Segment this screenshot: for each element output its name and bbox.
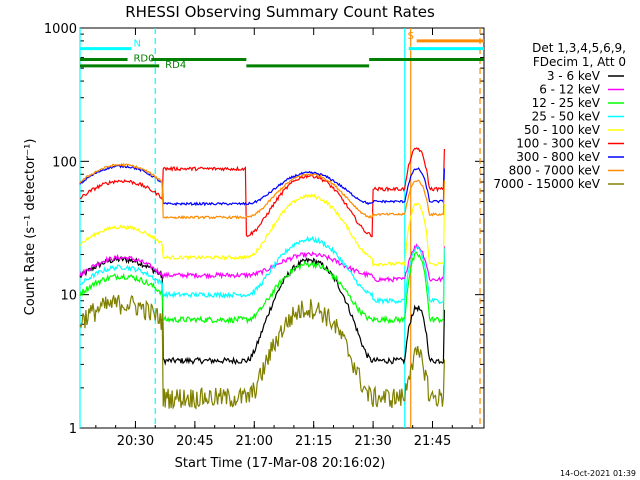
legend-entry-label: 25 - 50 keV: [532, 110, 601, 124]
chart-title: RHESSI Observing Summary Count Rates: [125, 3, 435, 21]
legend-header-line: FDecim 1, Att 0: [533, 55, 626, 69]
flag-label: N: [133, 39, 140, 50]
legend-entry-label: 12 - 25 keV: [532, 96, 601, 110]
legend-entry-label: 3 - 6 keV: [547, 69, 601, 83]
series-line: [79, 235, 445, 305]
x-tick-label: 21:45: [414, 434, 451, 449]
legend-entry-label: 100 - 300 keV: [516, 137, 600, 151]
timestamp-stamp: 14-Oct-2021 01:39: [560, 469, 636, 478]
x-tick-label: 20:30: [117, 434, 154, 449]
y-tick-label: 1: [69, 422, 77, 437]
legend-entry-label: 800 - 7000 keV: [509, 164, 601, 178]
legend-header-line: Det 1,3,4,5,6,9,: [532, 41, 626, 55]
y-tick-label: 100: [52, 155, 77, 170]
x-tick-label: 21:00: [236, 434, 273, 449]
series-line: [80, 193, 445, 268]
series-line: [79, 163, 445, 207]
flag-label: RD4: [165, 60, 186, 71]
legend-entry-label: 7000 - 15000 keV: [493, 177, 600, 191]
legend: Det 1,3,4,5,6,9,FDecim 1, Att 03 - 6 keV…: [493, 41, 626, 191]
legend-entry-label: 50 - 100 keV: [524, 123, 601, 137]
series-line: [79, 251, 445, 325]
series-line: [79, 294, 445, 410]
legend-entry-label: 300 - 800 keV: [516, 150, 600, 164]
x-tick-label: 21:15: [295, 434, 332, 449]
legend-entry-label: 6 - 12 keV: [539, 83, 601, 97]
y-tick-label: 10: [60, 289, 77, 304]
x-tick-label: 21:30: [354, 434, 391, 449]
series-line: [79, 255, 445, 366]
y-tick-label: 1000: [44, 22, 77, 37]
x-tick-label: 20:45: [176, 434, 213, 449]
series-line: [79, 242, 445, 283]
flag-label: S: [408, 31, 414, 42]
y-axis-label: Count Rate (s⁻¹ detector⁻¹): [23, 139, 38, 316]
series-line: [79, 162, 445, 220]
series-line: [79, 147, 445, 238]
flag-label: RD0: [133, 54, 154, 65]
x-axis-label: Start Time (17-Mar-08 20:16:02): [175, 456, 386, 471]
